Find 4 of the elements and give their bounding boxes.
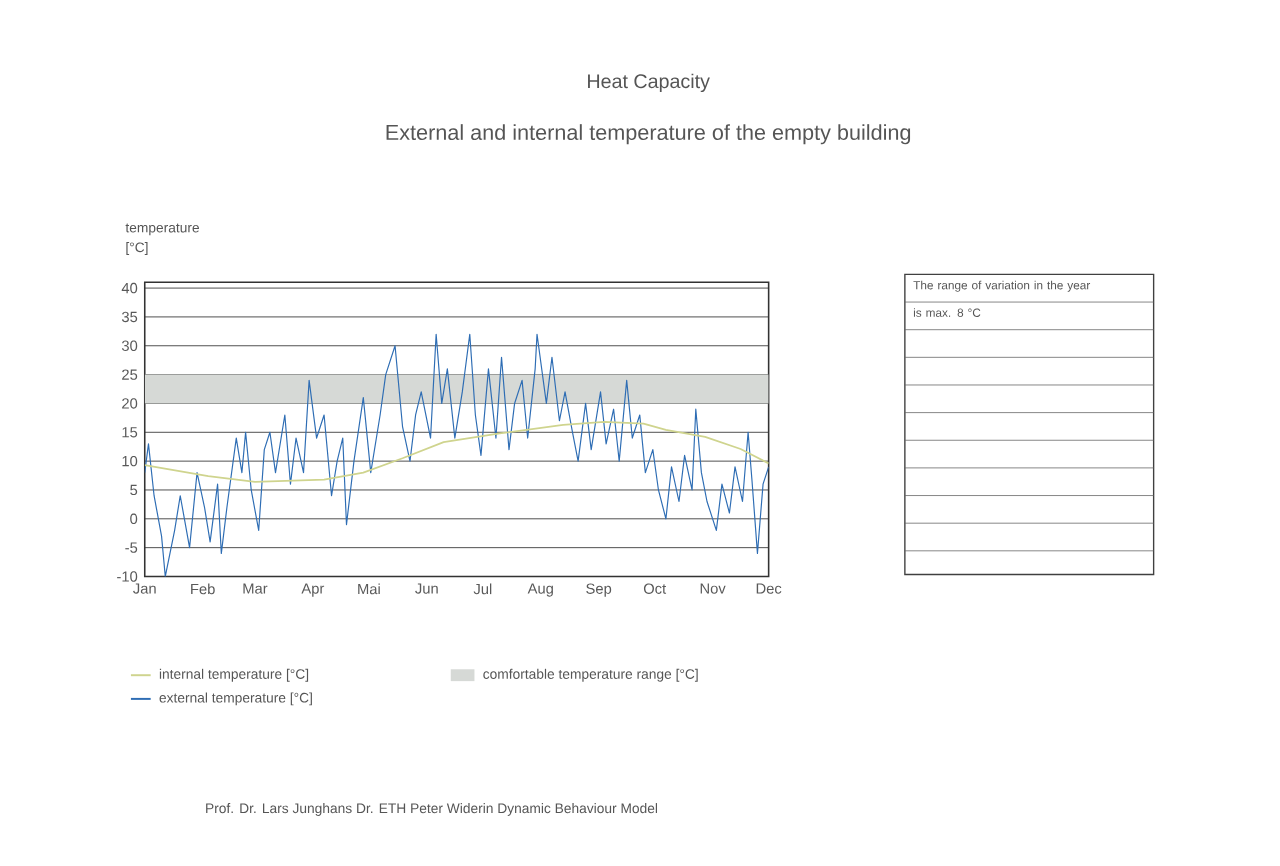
line-series [144,333,769,577]
line-series [144,420,769,483]
chart-title: Heat Capacity [588,73,710,92]
chart-subtitle: External and internal temperature of the empty building [386,123,911,144]
